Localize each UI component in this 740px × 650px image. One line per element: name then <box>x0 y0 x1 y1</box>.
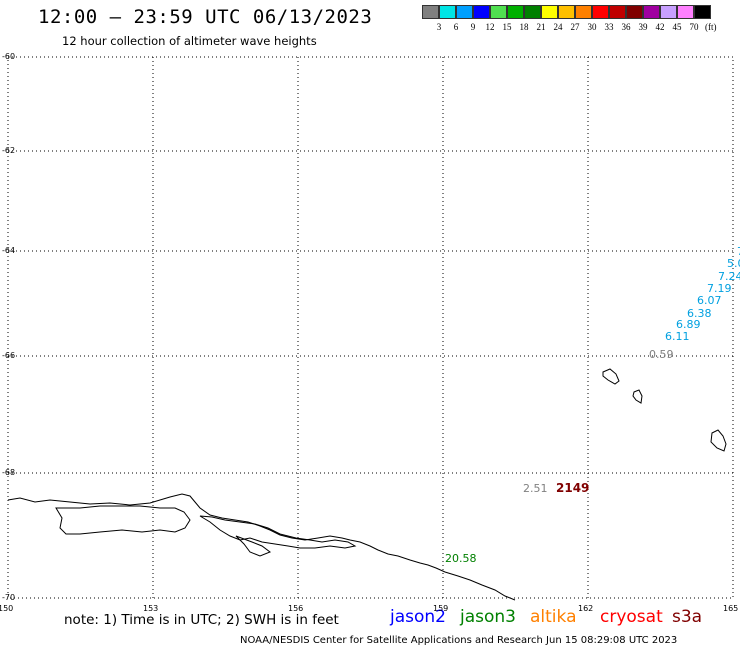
color-swatch <box>694 5 711 19</box>
antarctic-coastline <box>7 493 516 601</box>
color-scale-label: 3 <box>436 22 442 32</box>
island-2 <box>632 389 643 404</box>
wave-height-value: 7. <box>737 245 740 258</box>
color-scale-label: 9 <box>470 22 476 32</box>
satellite-jason2-label: jason2 <box>390 607 446 627</box>
latitude-label: -60 <box>2 52 16 61</box>
island-1 <box>602 368 620 385</box>
color-scale-label: 12 <box>485 22 495 32</box>
satellite-altika-label: altika <box>530 607 577 627</box>
color-swatch <box>677 5 694 19</box>
longitude-label: 162 <box>578 604 594 613</box>
longitude-label: 153 <box>143 604 159 613</box>
satellite-cryosat-label: cryosat <box>600 607 663 627</box>
wave-height-value: 7.24 <box>718 270 740 283</box>
color-swatch <box>609 5 626 19</box>
color-scale-label: 30 <box>587 22 597 32</box>
color-swatch <box>575 5 592 19</box>
wave-height-value: 0.59 <box>649 348 674 361</box>
wave-height-value: 2149 <box>556 481 590 495</box>
color-scale-label: 15 <box>502 22 512 32</box>
graticule <box>7 56 734 599</box>
latitude-label: -66 <box>2 351 16 360</box>
color-scale-label: 24 <box>553 22 563 32</box>
color-swatch <box>592 5 609 19</box>
wave-height-value: 6.38 <box>687 307 712 320</box>
color-swatch <box>626 5 643 19</box>
wave-height-value: 2.51 <box>523 482 548 495</box>
wave-height-value: 5.0 <box>727 257 740 270</box>
color-scale-label: 39 <box>638 22 648 32</box>
color-swatch <box>541 5 558 19</box>
wave-height-value: 7.19 <box>707 282 732 295</box>
color-swatch <box>490 5 507 19</box>
color-swatch <box>643 5 660 19</box>
longitude-label: 159 <box>433 604 449 613</box>
latitude-label: -70 <box>2 593 16 602</box>
island-3 <box>710 429 727 452</box>
color-swatch <box>558 5 575 19</box>
wave-height-value: 20.58 <box>445 552 477 565</box>
color-scale-label: 33 <box>604 22 614 32</box>
color-swatch <box>507 5 524 19</box>
color-swatch <box>439 5 456 19</box>
longitude-label: 150 <box>0 604 14 613</box>
longitude-label: 156 <box>288 604 304 613</box>
coastline <box>7 368 727 601</box>
wave-height-value: 6.07 <box>697 294 722 307</box>
color-scale-label: 42 <box>655 22 665 32</box>
color-scale-label: 6 <box>453 22 459 32</box>
color-swatch <box>473 5 490 19</box>
map-frame <box>7 56 734 599</box>
color-scale-label: 18 <box>519 22 529 32</box>
coastline-shelf <box>235 535 272 557</box>
color-scale-label: 70 <box>689 22 699 32</box>
wave-height-value: 6.89 <box>676 318 701 331</box>
satellite-s3a-label: s3a <box>672 607 703 627</box>
page-subtitle: 12 hour collection of altimeter wave hei… <box>62 34 317 48</box>
latitude-label: -62 <box>2 146 16 155</box>
latitude-label: -68 <box>2 468 16 477</box>
footer-credit: NOAA/NESDIS Center for Satellite Applica… <box>240 635 678 646</box>
color-scale-label: 27 <box>570 22 580 32</box>
longitude-label: 165 <box>723 604 739 613</box>
color-swatch <box>422 5 439 19</box>
satellite-jason3-label: jason3 <box>460 607 516 627</box>
color-swatch <box>456 5 473 19</box>
color-swatch <box>524 5 541 19</box>
footer-note: note: 1) Time is in UTC; 2) SWH is in fe… <box>64 612 339 628</box>
color-swatch <box>660 5 677 19</box>
page-title: 12:00 – 23:59 UTC 06/13/2023 <box>38 6 373 28</box>
wave-height-value: 6.11 <box>665 330 690 343</box>
coastline-bay <box>199 515 357 549</box>
color-scale-label: 21 <box>536 22 546 32</box>
latitude-label: -64 <box>2 246 16 255</box>
color-scale-label: 36 <box>621 22 631 32</box>
coastline-inlet <box>55 505 191 535</box>
color-scale-label: 45 <box>672 22 682 32</box>
color-scale-unit: (ft) <box>705 22 717 32</box>
